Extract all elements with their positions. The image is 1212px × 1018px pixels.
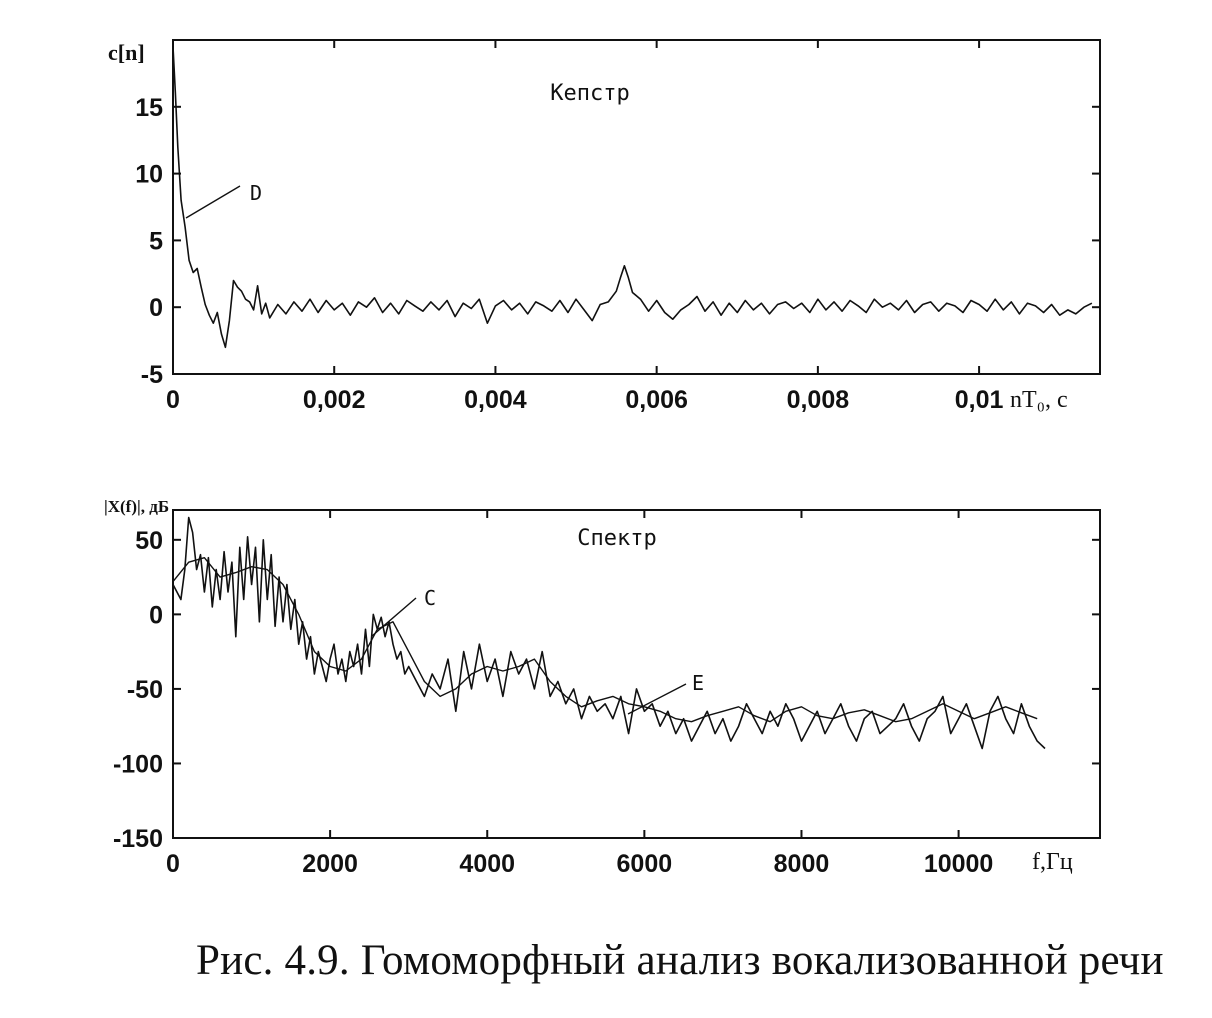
figure-caption: Рис. 4.9. Гомоморфный анализ вокализован… [196,937,1164,984]
series-line-0 [172,516,1046,750]
x-tick-label: 8000 [774,850,830,878]
x-tick-label: 10000 [924,850,994,878]
x-tick-label: 0,006 [625,386,688,414]
x-tick-label: 0 [166,386,180,414]
y-tick-label: -100 [113,750,163,778]
y-tick-label: -5 [141,361,163,389]
y-tick-label: 50 [135,527,163,555]
x-tick-label: 6000 [617,850,673,878]
y-tick-label: 15 [135,94,163,122]
series-line-1 [172,557,1038,723]
x-tick-label: 4000 [459,850,515,878]
plot-frame [172,39,1101,375]
spectrum-chart: -150 -100 -50 0 50 0 2000 4000 6000 8000 10000 Спек… [104,497,1101,878]
annotation-leader [371,597,417,637]
annotation-label: E [692,671,704,695]
y-axis-label: c[n] [108,40,145,65]
x-tick-label: 2000 [302,850,358,878]
annotation-leader [185,185,241,219]
y-tick-label: 5 [149,227,163,255]
x-axis-label: f,Гц [1032,849,1073,875]
y-axis-label: |X(f)|, дБ [104,497,169,516]
series-line-0 [172,46,1093,349]
plot-frame [172,509,1101,839]
chart-title: Кепстр [550,81,629,106]
chart-title: Спектр [577,526,656,551]
x-tick-label: 0 [166,850,180,878]
y-tick-label: 0 [149,294,163,322]
y-tick-label: 10 [135,161,163,189]
y-tick-label: -50 [127,676,163,704]
x-tick-label: 0,002 [303,386,366,414]
y-tick-label: -150 [113,825,163,853]
annotation-label: D [250,181,262,205]
x-tick-label: 0,01 [955,386,1004,414]
y-tick-label: 0 [149,601,163,629]
x-axis-label: nT₀, c [1010,387,1068,413]
annotation-leader [627,683,687,715]
x-tick-label: 0,008 [787,386,850,414]
annotation-label: C [424,586,436,610]
x-tick-label: 0,004 [464,386,527,414]
